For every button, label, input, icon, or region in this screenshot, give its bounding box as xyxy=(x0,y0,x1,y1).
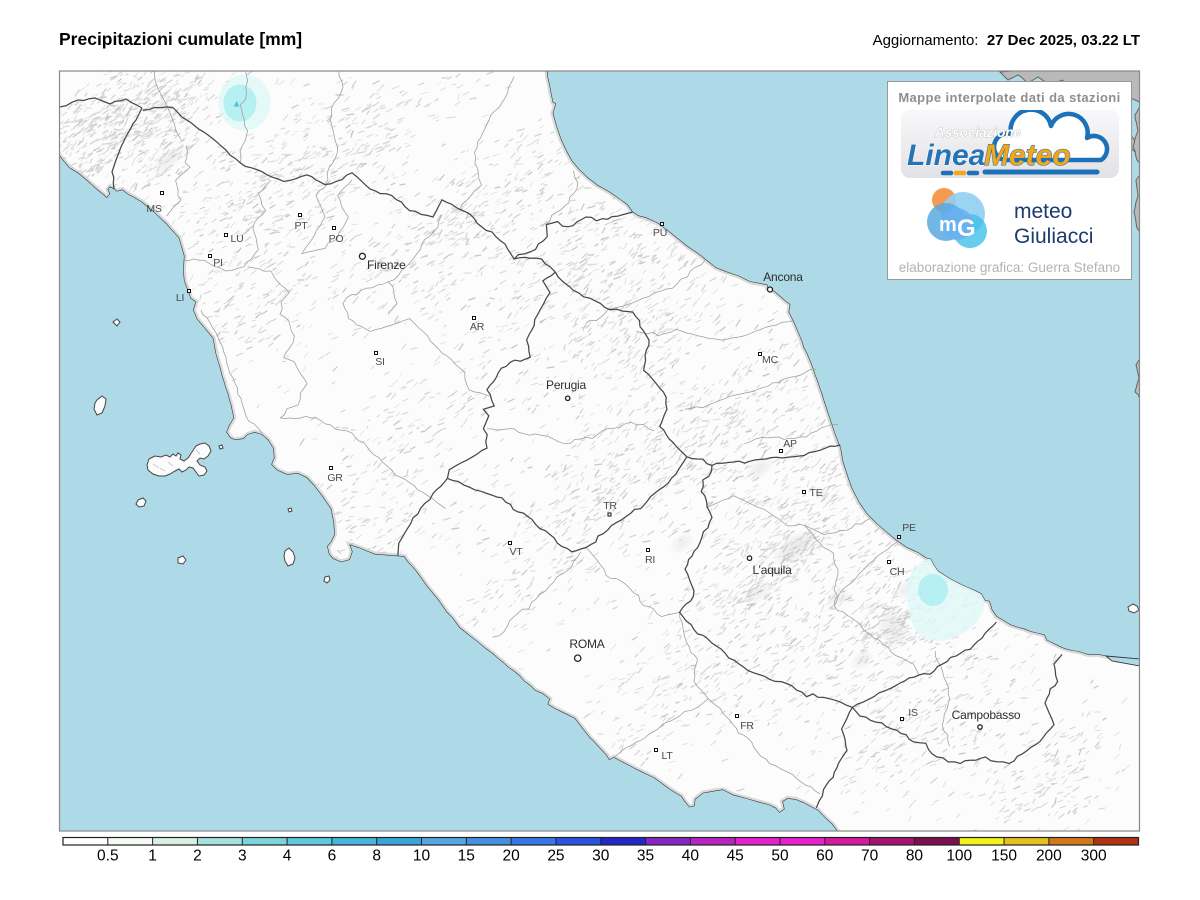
svg-text:20: 20 xyxy=(502,848,520,865)
svg-text:10: 10 xyxy=(413,848,431,865)
svg-text:PE: PE xyxy=(902,522,916,534)
svg-text:PI: PI xyxy=(213,257,223,269)
svg-text:MC: MC xyxy=(762,354,779,366)
svg-text:CH: CH xyxy=(890,566,905,578)
svg-text:35: 35 xyxy=(637,848,654,865)
svg-text:1: 1 xyxy=(148,848,157,865)
svg-text:Campobasso: Campobasso xyxy=(952,708,1021,722)
svg-text:PT: PT xyxy=(294,220,308,232)
svg-text:200: 200 xyxy=(1036,848,1062,865)
svg-text:15: 15 xyxy=(458,848,475,865)
svg-text:LI: LI xyxy=(176,292,184,304)
svg-text:70: 70 xyxy=(861,848,879,865)
svg-text:m: m xyxy=(939,214,957,236)
svg-text:TE: TE xyxy=(809,487,822,499)
svg-text:40: 40 xyxy=(682,848,700,865)
svg-text:Firenze: Firenze xyxy=(367,258,406,272)
svg-text:4: 4 xyxy=(283,848,292,865)
svg-text:Linea: Linea xyxy=(907,139,985,172)
svg-text:VT: VT xyxy=(509,546,523,558)
svg-text:3: 3 xyxy=(238,848,247,865)
svg-text:50: 50 xyxy=(771,848,789,865)
svg-text:Perugia: Perugia xyxy=(546,378,586,392)
svg-text:GR: GR xyxy=(327,472,343,484)
svg-text:AP: AP xyxy=(783,438,797,450)
svg-text:G: G xyxy=(957,215,976,242)
svg-text:60: 60 xyxy=(816,848,834,865)
svg-text:300: 300 xyxy=(1081,848,1107,865)
svg-text:AR: AR xyxy=(470,321,485,333)
svg-text:Precipitazioni cumulate [mm]: Precipitazioni cumulate [mm] xyxy=(59,29,302,49)
svg-text:Associazione: Associazione xyxy=(933,125,1021,140)
svg-text:LT: LT xyxy=(661,750,673,762)
svg-text:Aggiornamento: 27 Dec 2025, 0: Aggiornamento: 27 Dec 2025, 03.22 LT xyxy=(873,32,1140,49)
svg-text:MS: MS xyxy=(146,203,162,215)
svg-text:100: 100 xyxy=(946,848,972,865)
svg-text:PU: PU xyxy=(653,227,667,239)
svg-text:80: 80 xyxy=(906,848,924,865)
svg-text:FR: FR xyxy=(740,720,754,732)
svg-text:150: 150 xyxy=(991,848,1017,865)
svg-text:PO: PO xyxy=(329,233,344,245)
svg-text:6: 6 xyxy=(328,848,337,865)
svg-text:0.5: 0.5 xyxy=(97,848,119,865)
svg-text:45: 45 xyxy=(727,848,744,865)
svg-text:Meteo: Meteo xyxy=(984,139,1071,172)
svg-text:RI: RI xyxy=(645,554,655,566)
svg-text:Ancona: Ancona xyxy=(763,270,803,284)
svg-text:25: 25 xyxy=(547,848,564,865)
svg-text:30: 30 xyxy=(592,848,610,865)
svg-text:ROMA: ROMA xyxy=(569,637,604,651)
svg-text:IS: IS xyxy=(908,707,918,719)
svg-text:LU: LU xyxy=(230,233,243,245)
svg-text:TR: TR xyxy=(603,500,617,512)
svg-text:L’aquila: L’aquila xyxy=(752,563,792,577)
svg-text:2: 2 xyxy=(193,848,202,865)
svg-text:8: 8 xyxy=(372,848,381,865)
svg-text:SI: SI xyxy=(375,356,385,368)
